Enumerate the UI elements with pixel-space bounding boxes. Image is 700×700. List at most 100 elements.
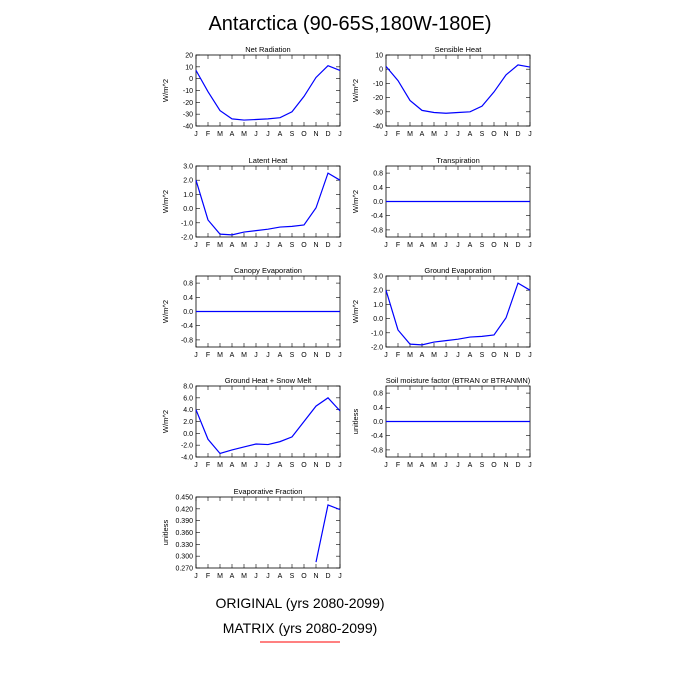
y-tick-label: -30 [373, 109, 383, 116]
series-line [385, 282, 531, 346]
x-tick-label: D [515, 131, 520, 138]
x-tick-label: S [480, 242, 485, 249]
x-tick-label: J [528, 242, 532, 249]
x-tick-label: S [480, 462, 485, 469]
x-tick-label: J [456, 352, 460, 359]
x-tick-label: O [491, 462, 497, 469]
y-tick-label: 0.360 [175, 530, 193, 537]
y-tick-label: 0.8 [373, 171, 383, 178]
y-axis-label: unitless [161, 520, 170, 546]
x-tick-label: F [206, 352, 210, 359]
y-tick-label: -2.0 [181, 235, 193, 242]
plot-frame [195, 54, 341, 127]
x-tick-label: A [468, 131, 473, 138]
x-tick-label: F [206, 242, 210, 249]
y-axis-label: W/m^2 [161, 190, 170, 213]
x-tick-label: S [290, 352, 295, 359]
y-tick-label: 0.450 [175, 495, 193, 502]
y-tick-label: -10 [183, 88, 193, 95]
legend-original-label: ORIGINAL (yrs 2080-2099) [215, 595, 384, 611]
x-tick-label: D [325, 462, 330, 469]
y-tick-label: 0.390 [175, 518, 193, 525]
x-tick-label: M [217, 131, 223, 138]
x-tick-label: J [266, 573, 270, 580]
x-tick-label: J [384, 352, 388, 359]
x-tick-label: M [217, 462, 223, 469]
x-tick-label: A [278, 131, 283, 138]
x-tick-label: O [491, 352, 497, 359]
x-tick-label: J [456, 462, 460, 469]
y-tick-label: 4.0 [183, 407, 193, 414]
x-tick-label: A [420, 462, 425, 469]
x-tick-label: M [431, 462, 437, 469]
y-tick-label: -0.4 [181, 323, 193, 330]
y-tick-label: 0.0 [373, 199, 383, 206]
x-tick-label: J [338, 462, 342, 469]
x-tick-label: J [194, 242, 198, 249]
x-tick-label: J [338, 352, 342, 359]
x-tick-label: M [407, 352, 413, 359]
y-tick-label: 2.0 [373, 288, 383, 295]
x-tick-label: O [491, 242, 497, 249]
x-tick-label: O [301, 242, 307, 249]
x-tick-label: M [407, 242, 413, 249]
y-tick-label: 2.0 [183, 178, 193, 185]
x-tick-label: N [503, 352, 508, 359]
plot-frame [195, 385, 341, 458]
x-tick-label: N [503, 131, 508, 138]
x-tick-label: D [515, 242, 520, 249]
x-tick-label: M [241, 573, 247, 580]
series-line [385, 64, 531, 114]
x-tick-label: S [480, 352, 485, 359]
x-tick-label: A [278, 352, 283, 359]
y-tick-label: 0.4 [373, 185, 383, 192]
x-tick-label: M [431, 352, 437, 359]
x-tick-label: S [480, 131, 485, 138]
x-tick-label: J [444, 352, 448, 359]
x-tick-label: M [407, 131, 413, 138]
panel-title: Sensible Heat [435, 45, 483, 54]
x-tick-label: F [396, 242, 400, 249]
y-tick-label: 0.4 [183, 295, 193, 302]
x-tick-label: J [528, 131, 532, 138]
x-tick-label: J [266, 352, 270, 359]
x-tick-label: F [206, 131, 210, 138]
y-tick-label: -2.0 [371, 345, 383, 352]
y-axis-label: W/m^2 [161, 79, 170, 102]
x-tick-label: S [290, 462, 295, 469]
x-tick-label: O [301, 462, 307, 469]
x-tick-label: F [206, 573, 210, 580]
y-tick-label: 6.0 [183, 395, 193, 402]
panel-title: Transpiration [436, 156, 480, 165]
panel-title: Ground Evaporation [424, 266, 491, 275]
x-tick-label: A [420, 242, 425, 249]
x-tick-label: N [503, 462, 508, 469]
y-tick-label: 10 [375, 53, 383, 60]
x-tick-label: A [278, 462, 283, 469]
x-tick-label: J [444, 242, 448, 249]
y-tick-label: 1.0 [183, 192, 193, 199]
x-tick-label: D [325, 242, 330, 249]
x-tick-label: J [338, 131, 342, 138]
y-tick-label: 0.4 [373, 405, 383, 412]
y-tick-label: 20 [185, 53, 193, 60]
x-tick-label: M [241, 242, 247, 249]
panel-title: Net Radiation [245, 45, 290, 54]
plot-frame [385, 54, 531, 127]
series-line [315, 504, 341, 563]
x-tick-label: A [278, 242, 283, 249]
legend: ORIGINAL (yrs 2080-2099) MATRIX (yrs 208… [215, 595, 385, 643]
x-tick-label: J [194, 131, 198, 138]
panel-7: Ground Heat + Snow Melt 8.0 6.0 4.0 2.0 0.0 -2… [161, 376, 342, 469]
x-tick-label: J [254, 352, 258, 359]
y-tick-label: 0.0 [373, 316, 383, 323]
y-tick-label: 0.300 [175, 554, 193, 561]
y-tick-label: -40 [183, 124, 193, 131]
y-tick-label: -40 [373, 124, 383, 131]
x-tick-label: J [338, 573, 342, 580]
y-axis-label: W/m^2 [161, 300, 170, 323]
x-tick-label: F [396, 462, 400, 469]
